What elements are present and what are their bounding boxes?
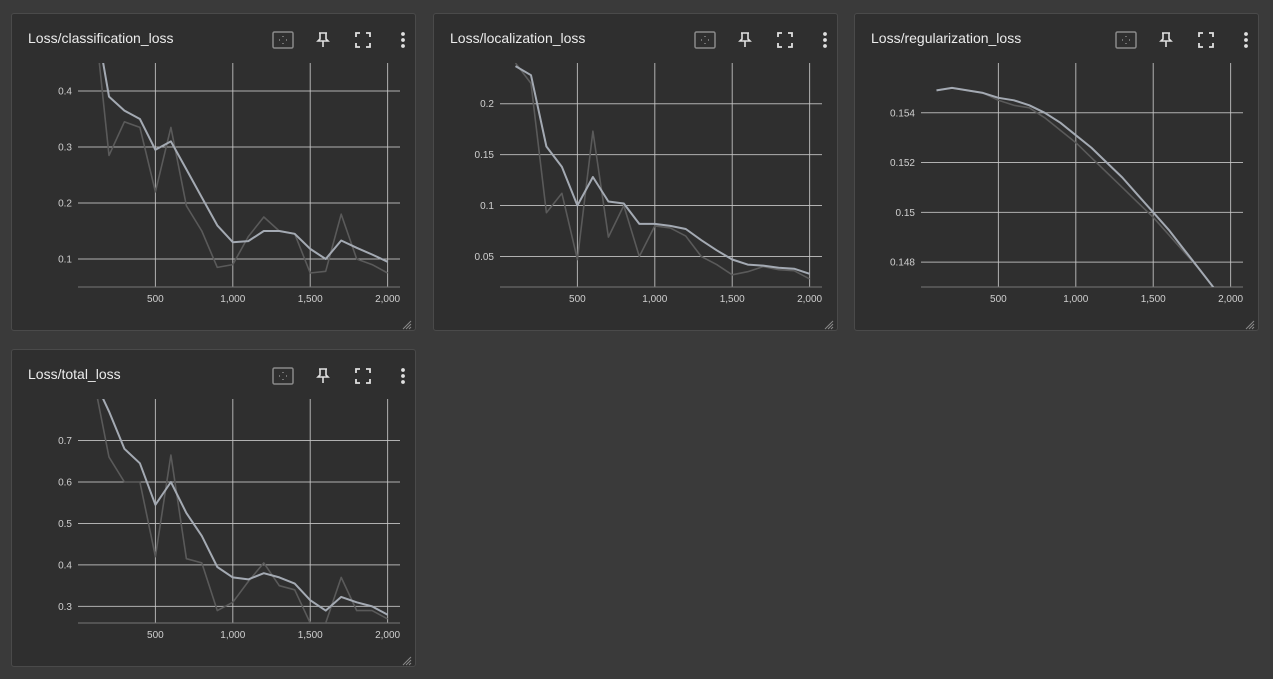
y-tick-label: 0.148 [890,258,915,269]
grid [78,399,400,623]
resize-handle-icon[interactable] [402,317,412,330]
resize-handle-icon[interactable] [824,317,834,330]
y-tick-label: 0.3 [58,602,72,613]
more-vert-icon[interactable] [391,28,415,52]
x-tick-label: 500 [147,630,164,641]
x-tick-label: 1,500 [1141,294,1166,305]
smoothed-series-line [102,63,389,263]
y-tick-label: 0.15 [475,150,495,161]
x-tick-label: 1,500 [720,294,745,305]
y-tick-label: 0.2 [58,199,72,210]
y-tick-label: 0.5 [58,519,72,530]
x-tick-label: 2,000 [375,630,400,641]
y-tick-label: 0.4 [58,87,72,98]
card-toolbar [271,364,407,388]
line-chart[interactable]: 0.148 0.15 0.152 0.154 500 1,000 1,500 2,000 [855,14,1260,332]
card-toolbar [693,28,829,52]
y-tick-label: 0.3 [58,143,72,154]
y-tick-label: 0.2 [480,99,494,110]
more-vert-icon[interactable] [813,28,837,52]
chart-title: Loss/classification_loss [28,30,174,46]
chart-card-classification-loss: Loss/classification_loss 0.1 0.2 0.3 0.4 500… [11,13,416,331]
pin-icon[interactable] [1154,28,1178,52]
grid [921,63,1243,287]
x-tick-label: 1,000 [220,630,245,641]
y-tick-label: 0.1 [58,255,72,266]
line-chart[interactable]: 0.3 0.4 0.5 0.6 0.7 500 1,000 1,500 2,000 [12,350,417,668]
grid [78,63,400,287]
fit-domain-icon[interactable] [693,28,717,52]
x-tick-label: 500 [569,294,586,305]
resize-handle-icon[interactable] [402,653,412,666]
pin-icon[interactable] [311,28,335,52]
x-tick-label: 1,000 [642,294,667,305]
chart-title: Loss/regularization_loss [871,30,1022,46]
line-chart[interactable]: 0.05 0.1 0.15 0.2 500 1,000 1,500 2,000 [434,14,839,332]
y-tick-label: 0.152 [890,158,915,169]
smoothed-series-line [514,65,810,275]
resize-handle-icon[interactable] [1245,317,1255,330]
chart-card-localization-loss: Loss/localization_loss 0.05 0.1 0.15 0.2 500… [433,13,838,331]
fit-domain-icon[interactable] [271,364,295,388]
fit-domain-icon[interactable] [1114,28,1138,52]
more-vert-icon[interactable] [1234,28,1258,52]
pin-icon[interactable] [311,364,335,388]
raw-series-line [96,399,388,623]
fullscreen-icon[interactable] [773,28,797,52]
chart-title: Loss/localization_loss [450,30,586,46]
card-toolbar [1114,28,1250,52]
smoothed-series-line [102,399,389,616]
x-tick-label: 2,000 [1218,294,1243,305]
chart-card-total-loss: Loss/total_loss 0.3 0.4 0.5 0.6 0.7 500 1,000 1… [11,349,416,667]
x-tick-label: 2,000 [797,294,822,305]
grid [500,63,822,287]
fit-domain-icon[interactable] [271,28,295,52]
fullscreen-icon[interactable] [351,364,375,388]
fullscreen-icon[interactable] [351,28,375,52]
x-tick-label: 2,000 [375,294,400,305]
pin-icon[interactable] [733,28,757,52]
x-tick-label: 1,000 [220,294,245,305]
more-vert-icon[interactable] [391,364,415,388]
x-tick-label: 1,500 [298,630,323,641]
y-tick-label: 0.05 [475,252,495,263]
y-tick-label: 0.6 [58,477,72,488]
chart-title: Loss/total_loss [28,366,121,382]
x-tick-label: 1,500 [298,294,323,305]
y-tick-label: 0.4 [58,560,72,571]
x-tick-label: 500 [147,294,164,305]
x-tick-label: 1,000 [1063,294,1088,305]
y-tick-label: 0.15 [896,208,916,219]
y-tick-label: 0.7 [58,436,72,447]
x-tick-label: 500 [990,294,1007,305]
smoothed-series-line [936,86,1215,287]
y-tick-label: 0.154 [890,108,915,119]
raw-series-line [936,87,1215,287]
y-tick-label: 0.1 [480,201,494,212]
card-toolbar [271,28,407,52]
raw-series-line [98,63,388,274]
fullscreen-icon[interactable] [1194,28,1218,52]
raw-series-line [514,63,810,280]
chart-card-regularization-loss: Loss/regularization_loss 0.148 0.15 0.152 0… [854,13,1259,331]
line-chart[interactable]: 0.1 0.2 0.3 0.4 500 1,000 1,500 2,000 [12,14,417,332]
